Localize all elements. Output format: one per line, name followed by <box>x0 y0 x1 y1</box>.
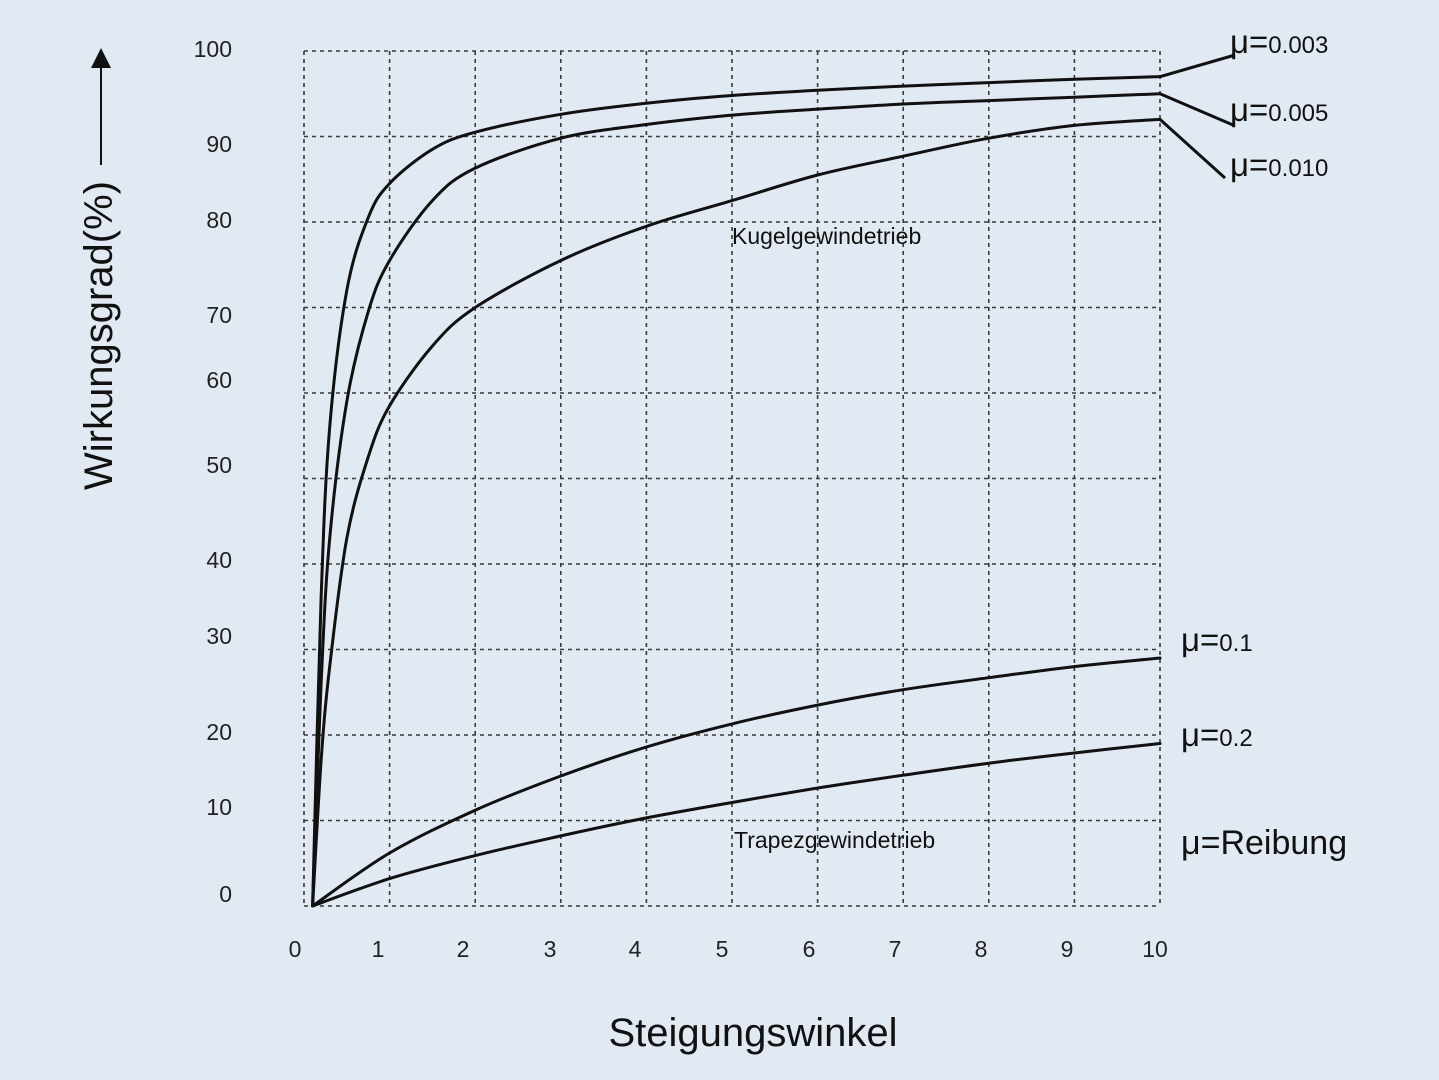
series-leader-line <box>1159 53 1236 79</box>
x-tick-label: 10 <box>1142 936 1168 962</box>
series-line <box>311 92 1162 908</box>
y-tick-label: 60 <box>206 367 232 393</box>
series-line <box>311 75 1162 908</box>
series-line <box>311 742 1162 908</box>
series-line <box>311 656 1162 908</box>
series-labels: μ=0.003 μ=0.005 μ=0.010 μ=0.1 μ=0.2 <box>1158 23 1328 753</box>
y-tick-label: 20 <box>206 719 232 745</box>
annotation-trapezgewindetrieb: Trapezgewindetrieb <box>734 827 935 853</box>
x-tick-label: 2 <box>457 936 470 962</box>
x-tick-label: 6 <box>803 936 816 962</box>
x-tick-label: 8 <box>975 936 988 962</box>
series-leader-line <box>1158 118 1227 180</box>
series-label: μ=0.003 <box>1230 23 1328 60</box>
y-tick-label: 70 <box>206 302 232 328</box>
annotation-kugelgewindetrieb: Kugelgewindetrieb <box>732 223 921 249</box>
series-label: μ=0.1 <box>1181 621 1253 658</box>
x-tick-label: 3 <box>544 936 557 962</box>
x-tick-label: 5 <box>716 936 729 962</box>
series-line <box>311 117 1162 908</box>
series-label: μ=0.005 <box>1230 91 1328 128</box>
y-axis-ticks: 0 10 20 30 40 50 60 70 80 90 100 <box>194 36 232 907</box>
y-axis-title-group: Wirkungsgrad(%) <box>77 48 121 490</box>
x-tick-label: 7 <box>889 936 902 962</box>
x-tick-label: 4 <box>629 936 642 962</box>
y-tick-label: 90 <box>206 131 232 157</box>
x-tick-label: 1 <box>372 936 385 962</box>
y-axis-title: Wirkungsgrad(%) <box>77 181 121 490</box>
x-tick-label: 9 <box>1061 936 1074 962</box>
grid <box>303 50 1161 907</box>
y-tick-label: 50 <box>206 452 232 478</box>
y-tick-label: 40 <box>206 547 232 573</box>
y-tick-label: 30 <box>206 623 232 649</box>
y-tick-label: 10 <box>206 794 232 820</box>
y-tick-label: 100 <box>194 36 232 62</box>
series-leader-line <box>1159 92 1234 127</box>
series-label: μ=0.010 <box>1230 146 1328 183</box>
legend-note-reibung: μ=Reibung <box>1181 824 1347 862</box>
y-tick-label: 0 <box>219 881 232 907</box>
x-axis-ticks: 0 1 2 3 4 5 6 7 8 9 10 <box>289 936 1168 962</box>
x-tick-label: 0 <box>289 936 302 962</box>
x-axis-title: Steigungswinkel <box>608 1011 897 1055</box>
series-label: μ=0.2 <box>1181 716 1253 753</box>
curves <box>311 75 1162 908</box>
y-tick-label: 80 <box>206 207 232 233</box>
